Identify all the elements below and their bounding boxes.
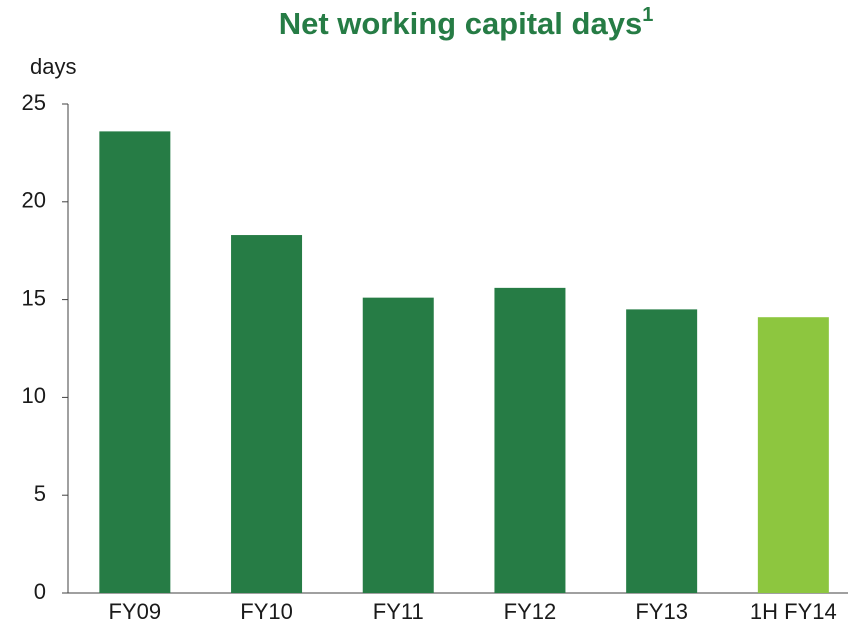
x-tick-label: 1H FY14 — [750, 599, 837, 624]
title-footnote: 1 — [642, 4, 653, 26]
bar — [99, 131, 171, 593]
y-tick-label: 10 — [22, 383, 46, 408]
y-tick-label: 25 — [22, 90, 46, 115]
bar — [362, 297, 434, 593]
bar — [626, 309, 698, 593]
bar — [757, 317, 829, 593]
y-tick-label: 15 — [22, 285, 46, 310]
y-tick-label: 0 — [34, 579, 46, 604]
x-tick-label: FY12 — [504, 599, 557, 624]
y-tick-label: 5 — [34, 481, 46, 506]
bar — [231, 235, 303, 593]
x-tick-label: FY11 — [373, 599, 424, 624]
title-text: Net working capital days — [279, 6, 643, 41]
x-tick-label: FY13 — [635, 599, 688, 624]
chart-title: Net working capital days1 — [279, 4, 654, 41]
y-tick-label: 20 — [22, 188, 46, 213]
y-axis-label: days — [30, 54, 76, 79]
x-tick-label: FY10 — [240, 599, 293, 624]
bar — [494, 287, 566, 593]
x-tick-label: FY09 — [109, 599, 162, 624]
